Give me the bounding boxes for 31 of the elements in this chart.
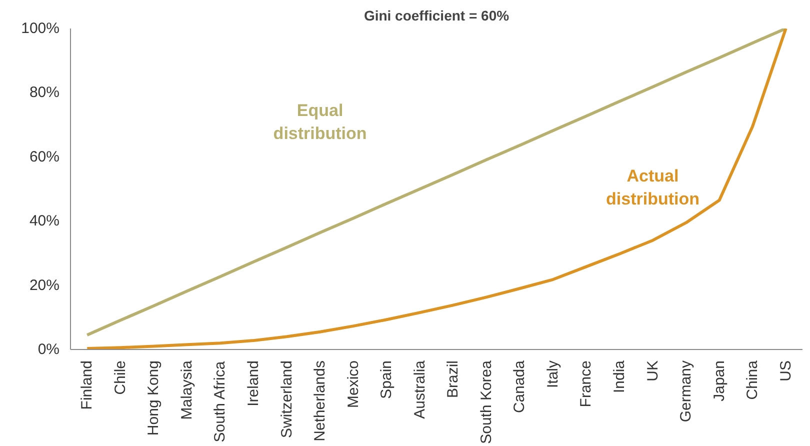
x-tick-label: Hong Kong (145, 360, 162, 436)
y-tick-label: 0% (38, 341, 60, 358)
x-tick-label: Mexico (344, 360, 362, 408)
y-tick-label: 100% (21, 20, 60, 37)
series-label: Actual distribution (606, 166, 700, 208)
x-tick-label: France (578, 360, 595, 408)
y-tick-label: 80% (29, 84, 60, 102)
y-tick-label: 20% (29, 276, 60, 294)
chart-title: Gini coefficient = 60% (364, 8, 510, 24)
x-tick-label: South Korea (478, 360, 495, 444)
text: Equal distribution (273, 100, 367, 143)
x-tick-label: Spain (378, 360, 396, 399)
y-tick-label: 40% (29, 212, 60, 230)
x-tick-label: Netherlands (312, 360, 329, 442)
x-tick-label: US (777, 360, 794, 382)
x-tick-label: Finland (78, 360, 96, 410)
x-tick-label: South Africa (212, 360, 229, 442)
x-tick-label: Australia (411, 360, 428, 419)
x-tick-label: Switzerland (278, 360, 296, 438)
x-tick-label: Germany (678, 360, 695, 422)
x-tick-label: Canada (511, 360, 528, 414)
x-tick-label: Malaysia (178, 360, 196, 420)
y-tick-label: 60% (29, 148, 60, 166)
x-tick-label: Japan (710, 360, 728, 402)
x-tick-label: Chile (112, 360, 129, 395)
x-tick-label: China (744, 360, 762, 400)
x-tick-label: Italy (544, 360, 562, 388)
x-tick-label: India (611, 360, 628, 394)
x-tick-label: Brazil (444, 360, 462, 398)
x-tick-label: UK (644, 360, 662, 382)
x-tick-label: Ireland (245, 360, 262, 406)
